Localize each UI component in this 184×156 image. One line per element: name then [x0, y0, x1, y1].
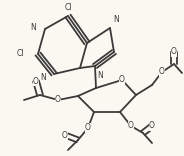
- Text: Cl: Cl: [16, 49, 24, 58]
- Text: O: O: [159, 68, 165, 76]
- Text: O: O: [55, 95, 61, 105]
- Text: O: O: [85, 124, 91, 132]
- Text: N: N: [40, 73, 46, 81]
- Text: N: N: [97, 71, 103, 80]
- Text: O: O: [149, 122, 155, 131]
- Text: O: O: [128, 122, 134, 131]
- Text: Cl: Cl: [64, 3, 72, 12]
- Text: O: O: [119, 76, 125, 85]
- Text: O: O: [171, 47, 177, 56]
- Text: N: N: [113, 15, 119, 24]
- Text: N: N: [30, 22, 36, 32]
- Text: O: O: [33, 76, 39, 85]
- Text: O: O: [62, 131, 68, 139]
